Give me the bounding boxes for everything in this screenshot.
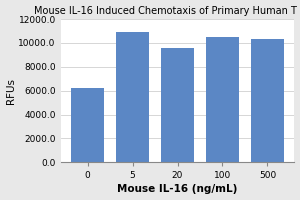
Bar bbox=[250, 39, 284, 162]
Y-axis label: RFUs: RFUs bbox=[6, 78, 16, 104]
Bar bbox=[116, 32, 149, 162]
Bar bbox=[206, 37, 239, 162]
Bar bbox=[71, 88, 104, 162]
Bar bbox=[160, 48, 194, 162]
Title: Mouse IL-16 Induced Chemotaxis of Primary Human T cells: Mouse IL-16 Induced Chemotaxis of Primar… bbox=[34, 6, 300, 16]
X-axis label: Mouse IL-16 (ng/mL): Mouse IL-16 (ng/mL) bbox=[117, 184, 238, 194]
